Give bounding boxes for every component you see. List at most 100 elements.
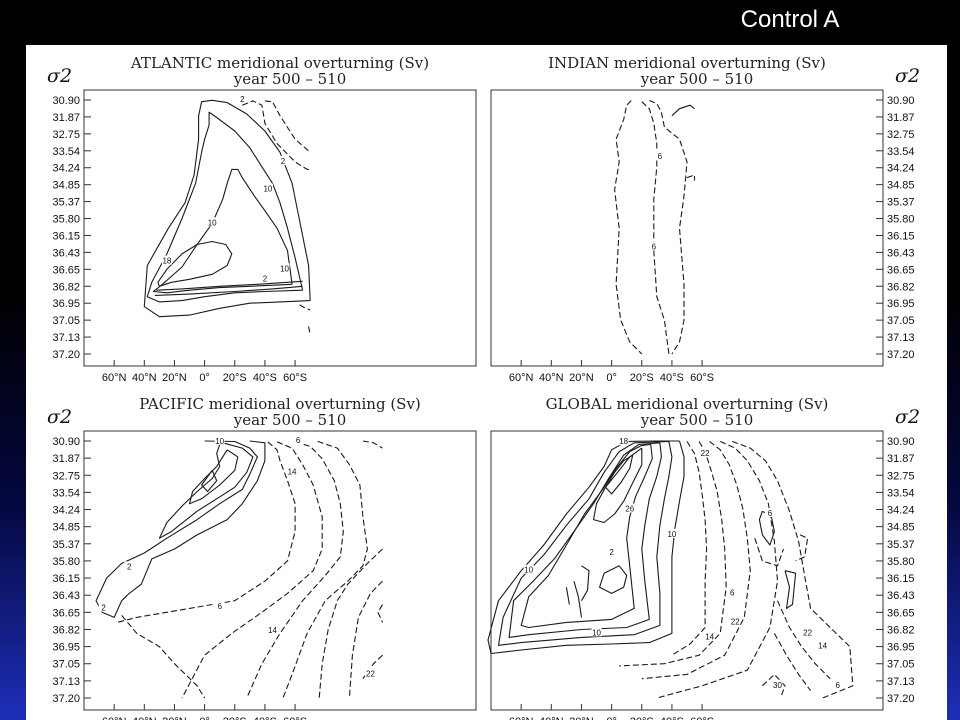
global-xtick-label: 40°N xyxy=(539,716,564,720)
global-ytick-label: 30.90 xyxy=(887,436,915,448)
pacific-plot-frame xyxy=(83,430,477,711)
global-contour-label: 6 xyxy=(836,681,841,690)
global-contour-label-bg xyxy=(832,679,843,689)
global-ytick-label: 36.43 xyxy=(887,590,915,602)
indian-xtick-label: 20°N xyxy=(569,372,594,384)
atlantic-contour-label-bg xyxy=(161,255,172,265)
global-contour-dashed xyxy=(754,538,785,567)
pacific-contour-dashed xyxy=(282,440,368,699)
indian-xtick-label: 40°N xyxy=(539,372,564,384)
global-contour-label: 30 xyxy=(773,681,782,690)
global-subtitle: year 500 – 510 xyxy=(640,411,754,429)
indian-subtitle: year 500 – 510 xyxy=(640,70,754,88)
atlantic-contour-label: 10 xyxy=(208,218,217,227)
atlantic-title: ATLANTIC meridional overturning (Sv) xyxy=(130,54,429,72)
pacific-contour-dashed xyxy=(121,615,206,699)
global-ytick-label: 32.75 xyxy=(887,470,915,482)
indian-contour-solid xyxy=(671,104,695,117)
global-contour-label: 26 xyxy=(625,505,634,514)
global-contour-solid xyxy=(497,440,673,646)
pacific-contour-label-bg xyxy=(287,466,298,476)
atlantic-contour-solid xyxy=(154,285,303,296)
atlantic-ytick-label: 36.82 xyxy=(52,281,80,293)
global-contour-label: 14 xyxy=(705,632,714,641)
pacific-ytick-label: 36.65 xyxy=(52,607,80,619)
pacific-ytick-label: 36.95 xyxy=(52,642,80,654)
pacific-xtick-label: 60°S xyxy=(283,716,307,720)
atlantic-contour-label: 10 xyxy=(263,185,272,194)
global-xtick-label: 60°N xyxy=(509,716,534,720)
global-contour-label: 10 xyxy=(524,566,533,575)
indian-ytick-label: 32.75 xyxy=(887,129,915,141)
indian-ytick-label: 37.05 xyxy=(887,315,915,327)
indian-plot-frame xyxy=(490,89,884,367)
indian-ytick-label: 33.54 xyxy=(887,146,915,158)
global-contour-dashed xyxy=(671,441,708,656)
indian-ytick-label: 37.13 xyxy=(887,332,915,344)
global-contour-label: 6 xyxy=(730,588,735,597)
global-ytick-label: 36.95 xyxy=(887,642,915,654)
global-contour-label-bg xyxy=(523,564,534,574)
pacific-contour-label-bg xyxy=(214,600,225,610)
global-contour-solid xyxy=(605,454,634,495)
atlantic-ytick-label: 33.54 xyxy=(52,146,80,158)
pacific-ytick-label: 36.43 xyxy=(52,590,80,602)
atlantic-contour-label-bg xyxy=(278,155,289,165)
atlantic-xtick-label: 40°N xyxy=(132,372,157,384)
global-contour-dashed xyxy=(656,440,779,699)
atlantic-contour-dashed xyxy=(242,100,311,170)
indian-contour-label-bg xyxy=(648,241,659,251)
atlantic-contour-label-bg xyxy=(279,263,290,273)
indian-ytick-label: 31.87 xyxy=(887,112,915,124)
global-ytick-label: 33.54 xyxy=(887,487,915,499)
global-ytick-label: 37.05 xyxy=(887,659,915,671)
global-contour-solid xyxy=(592,447,643,524)
global-contour-solid xyxy=(565,587,570,605)
pacific-contour-solid xyxy=(95,440,266,618)
global-contour-label-bg xyxy=(704,631,715,641)
atlantic-contour-label-bg xyxy=(262,183,273,193)
global-contour-label: 14 xyxy=(818,642,827,651)
indian-contour-dashed xyxy=(614,100,643,355)
pacific-xtick-label: 60°N xyxy=(102,716,127,720)
indian-contour-dashed xyxy=(641,101,670,355)
pacific-ylabel: σ2 xyxy=(47,406,72,428)
global-contour-dashed xyxy=(641,440,751,680)
pacific-ytick-label: 36.15 xyxy=(52,573,80,585)
global-contour-label-bg xyxy=(817,640,828,650)
global-contour-solid xyxy=(599,565,628,594)
global-contour-solid xyxy=(573,580,583,618)
indian-contour-label: 6 xyxy=(652,243,657,252)
atlantic-ytick-label: 37.05 xyxy=(52,315,80,327)
pacific-xtick-label: 40°S xyxy=(253,716,277,720)
pacific-ytick-label: 36.82 xyxy=(52,624,80,636)
global-contour-dashed xyxy=(795,534,809,562)
pacific-contour-label-bg xyxy=(214,435,225,445)
global-contour-dashed xyxy=(619,441,727,667)
global-ytick-label: 36.65 xyxy=(887,607,915,619)
global-xtick-label: 20°S xyxy=(630,716,654,720)
indian-ytick-label: 35.80 xyxy=(887,214,915,226)
indian-ytick-label: 37.20 xyxy=(887,349,915,361)
global-ytick-label: 36.15 xyxy=(887,573,915,585)
pacific-contour-label: 2 xyxy=(101,603,106,612)
global-contour-label: 2 xyxy=(609,548,614,557)
atlantic-xtick-label: 40°S xyxy=(253,372,277,384)
global-contour-label: 22 xyxy=(803,628,812,637)
indian-xtick-label: 40°S xyxy=(660,372,684,384)
pacific-contour-label: 22 xyxy=(366,669,375,678)
atlantic-ytick-label: 30.90 xyxy=(52,95,80,107)
pacific-xtick-label: 40°N xyxy=(132,716,157,720)
atlantic-xtick-label: 0° xyxy=(199,372,210,384)
atlantic-ytick-label: 36.15 xyxy=(52,230,80,242)
pacific-ytick-label: 35.37 xyxy=(52,539,80,551)
atlantic-ytick-label: 36.43 xyxy=(52,247,80,259)
atlantic-xtick-label: 20°S xyxy=(223,372,247,384)
pacific-contour-label-bg xyxy=(124,561,135,571)
global-ytick-label: 36.82 xyxy=(887,624,915,636)
pacific-contour-dashed xyxy=(181,441,323,699)
global-xtick-label: 20°N xyxy=(569,716,594,720)
indian-xtick-label: 20°S xyxy=(630,372,654,384)
pacific-ytick-label: 35.80 xyxy=(52,556,80,568)
pacific-contour-dashed xyxy=(362,654,383,680)
